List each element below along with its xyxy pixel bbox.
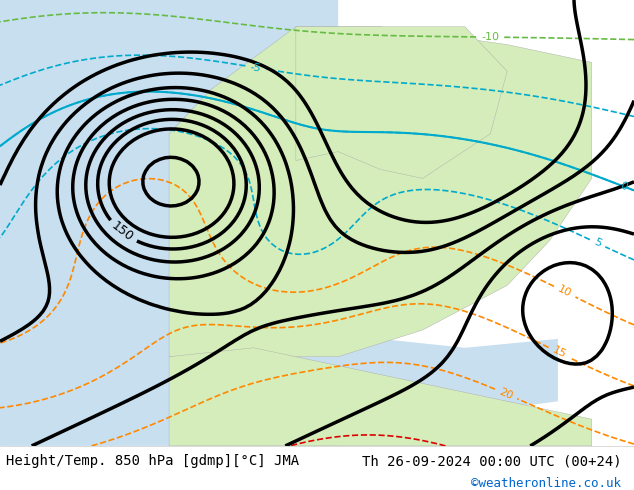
Polygon shape [169,348,592,446]
Polygon shape [296,27,507,178]
Text: Th 26-09-2024 00:00 UTC (00+24): Th 26-09-2024 00:00 UTC (00+24) [361,454,621,468]
Text: 15: 15 [551,345,568,360]
Text: 20: 20 [498,387,515,401]
Text: 5: 5 [592,237,603,249]
Text: 150: 150 [109,220,136,245]
Polygon shape [0,0,338,446]
Text: ©weatheronline.co.uk: ©weatheronline.co.uk [471,477,621,490]
Text: -5: -5 [250,62,262,74]
Polygon shape [169,27,592,357]
Text: -10: -10 [481,32,499,42]
Polygon shape [211,339,558,419]
Text: Height/Temp. 850 hPa [gdmp][°C] JMA: Height/Temp. 850 hPa [gdmp][°C] JMA [6,454,299,468]
Text: 10: 10 [556,284,573,299]
Text: 0: 0 [618,180,628,192]
